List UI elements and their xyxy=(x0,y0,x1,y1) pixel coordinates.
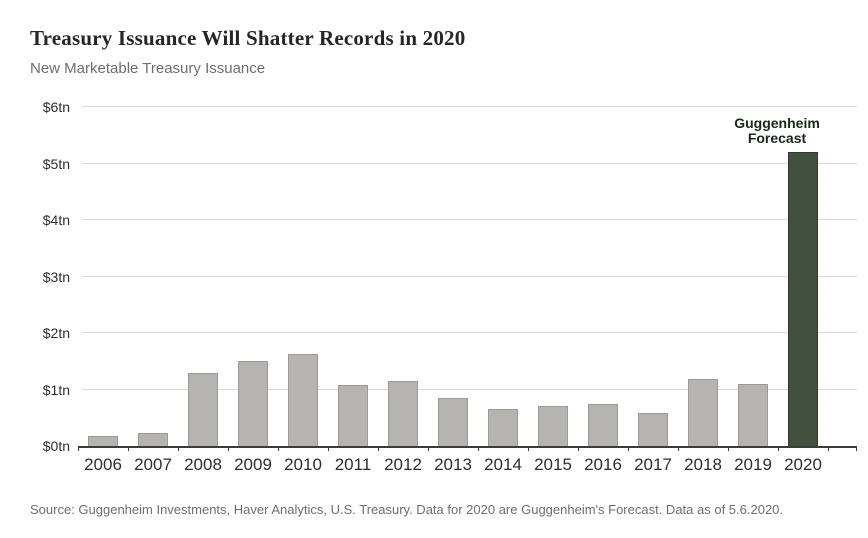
bar-2019 xyxy=(738,384,768,446)
axis-tick xyxy=(128,446,129,451)
y-tick-label-0: $0tn xyxy=(42,438,70,454)
bar-2013 xyxy=(438,398,468,446)
y-tick-label-2: $2tn xyxy=(42,325,70,341)
axis-tick xyxy=(378,446,379,451)
category-2018 xyxy=(678,109,728,446)
axis-tick xyxy=(328,446,329,451)
axis-tick xyxy=(528,446,529,451)
gridline-5tn xyxy=(82,162,857,164)
axis-tick xyxy=(728,446,729,451)
category-2008 xyxy=(178,109,228,446)
bar-2020 xyxy=(788,152,818,446)
gridline-4tn xyxy=(82,219,857,220)
category-2019 xyxy=(728,109,778,446)
y-tick-label-6: $6tn xyxy=(42,99,70,115)
x-label-2006: 2006 xyxy=(84,455,122,474)
x-axis-labels: 2006 2007 2008 2009 2010 2011 2012 2013 2014 2015… xyxy=(78,455,828,475)
x-label-2016: 2016 xyxy=(584,455,622,474)
bar-2009 xyxy=(238,361,268,446)
x-label-2011: 2011 xyxy=(334,455,372,474)
bar-series xyxy=(78,109,828,446)
axis-tick xyxy=(778,446,779,451)
axis-tick xyxy=(78,446,79,451)
bar-2018 xyxy=(688,379,718,446)
x-label-2008: 2008 xyxy=(184,455,222,474)
x-label-2010: 2010 xyxy=(284,455,322,474)
chart-subtitle: New Marketable Treasury Issuance xyxy=(30,60,266,77)
x-label-2014: 2014 xyxy=(484,455,522,474)
bar-2010 xyxy=(288,354,318,446)
x-label-2007: 2007 xyxy=(134,455,172,474)
category-2020 xyxy=(778,109,828,446)
axis-tick xyxy=(628,446,629,451)
bar-2007 xyxy=(138,433,168,446)
x-label-2020: 2020 xyxy=(784,455,822,474)
forecast-annotation-line2: Forecast xyxy=(747,130,807,146)
y-tick-label-5: $5tn xyxy=(42,155,70,172)
category-2009 xyxy=(228,109,278,446)
category-2013 xyxy=(428,109,478,446)
category-2011 xyxy=(328,109,378,446)
category-2007 xyxy=(128,109,178,446)
chart-title: Treasury Issuance Will Shatter Records i… xyxy=(30,26,466,50)
bar-2015 xyxy=(538,406,568,446)
axis-tick xyxy=(278,446,279,451)
forecast-annotation-line1: Guggenheim xyxy=(734,115,820,131)
bar-2017 xyxy=(638,413,668,446)
bar-2014 xyxy=(488,409,518,446)
category-2017 xyxy=(628,109,678,446)
forecast-annotation: Guggenheim Forecast xyxy=(711,116,843,146)
category-2014 xyxy=(478,109,528,446)
axis-end-tick xyxy=(856,446,857,451)
source-note: Source: Guggenheim Investments, Haver An… xyxy=(30,502,784,517)
category-2010 xyxy=(278,109,328,446)
y-tick-label-1: $1tn xyxy=(42,381,70,398)
x-label-2018: 2018 xyxy=(684,455,722,474)
bar-2006 xyxy=(88,436,118,446)
x-label-2009: 2009 xyxy=(234,455,272,474)
bar-2008 xyxy=(188,373,218,446)
category-2012 xyxy=(378,109,428,446)
axis-tick xyxy=(178,446,179,451)
x-label-2019: 2019 xyxy=(734,455,772,474)
category-2015 xyxy=(528,109,578,446)
axis-tick xyxy=(678,446,679,451)
x-label-2012: 2012 xyxy=(384,455,422,474)
x-label-2017: 2017 xyxy=(634,455,672,474)
x-label-2013: 2013 xyxy=(434,455,472,474)
axis-tick xyxy=(478,446,479,451)
category-2016 xyxy=(578,109,628,446)
axis-tick xyxy=(428,446,429,451)
bar-chart: $0tn $1tn $2tn $3tn $4tn $5tn $6tn Guggenheim … xyxy=(43,99,857,475)
y-tick-label-3: $3tn xyxy=(42,268,70,285)
bar-2016 xyxy=(588,404,618,446)
axis-tick xyxy=(578,446,579,451)
gridline-1tn xyxy=(82,388,857,390)
axis-tick xyxy=(828,446,829,451)
bar-2011 xyxy=(338,385,368,446)
x-label-2015: 2015 xyxy=(534,455,572,474)
gridline-6tn xyxy=(82,106,857,107)
bar-2012 xyxy=(388,381,418,446)
category-2006 xyxy=(78,109,128,446)
gridline-2tn xyxy=(82,332,857,333)
gridline-3tn xyxy=(82,275,857,277)
axis-tick xyxy=(228,446,229,451)
plot-area: $0tn $1tn $2tn $3tn $4tn $5tn $6tn Guggenheim … xyxy=(43,99,857,454)
y-tick-label-4: $4tn xyxy=(42,212,70,228)
